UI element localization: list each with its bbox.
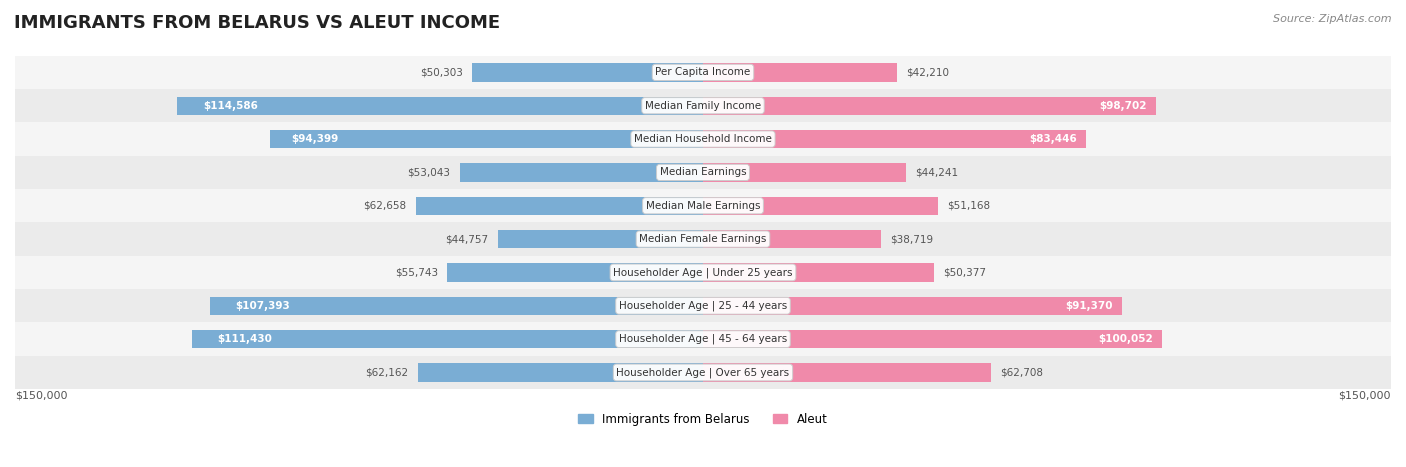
Text: $62,708: $62,708	[1000, 368, 1043, 377]
Text: $107,393: $107,393	[235, 301, 290, 311]
Text: Source: ZipAtlas.com: Source: ZipAtlas.com	[1274, 14, 1392, 24]
Bar	[15, 356, 1391, 389]
Bar	[15, 122, 1391, 156]
Text: Median Household Income: Median Household Income	[634, 134, 772, 144]
Text: Median Earnings: Median Earnings	[659, 167, 747, 177]
Bar	[703, 297, 1122, 315]
Text: $100,052: $100,052	[1098, 334, 1153, 344]
Bar	[191, 330, 703, 348]
Bar	[15, 156, 1391, 189]
Text: Householder Age | Over 65 years: Householder Age | Over 65 years	[616, 367, 790, 378]
Text: $111,430: $111,430	[218, 334, 273, 344]
Text: $94,399: $94,399	[291, 134, 339, 144]
Bar	[15, 322, 1391, 356]
Text: $44,241: $44,241	[915, 167, 959, 177]
Bar	[460, 163, 703, 182]
Text: $51,168: $51,168	[946, 201, 990, 211]
Text: $42,210: $42,210	[905, 67, 949, 78]
Text: Householder Age | Under 25 years: Householder Age | Under 25 years	[613, 267, 793, 278]
Text: $53,043: $53,043	[408, 167, 450, 177]
Bar	[498, 230, 703, 248]
Bar	[15, 56, 1391, 89]
Bar	[15, 222, 1391, 256]
Bar	[703, 97, 1156, 115]
Legend: Immigrants from Belarus, Aleut: Immigrants from Belarus, Aleut	[574, 408, 832, 431]
Bar	[15, 89, 1391, 122]
Text: Householder Age | 45 - 64 years: Householder Age | 45 - 64 years	[619, 334, 787, 344]
Bar	[703, 197, 938, 215]
Bar	[703, 363, 991, 382]
Text: $62,658: $62,658	[363, 201, 406, 211]
Bar	[703, 130, 1085, 148]
Text: $91,370: $91,370	[1066, 301, 1114, 311]
Text: $50,303: $50,303	[420, 67, 463, 78]
Bar	[703, 330, 1161, 348]
Text: $50,377: $50,377	[943, 268, 986, 277]
Text: Householder Age | 25 - 44 years: Householder Age | 25 - 44 years	[619, 301, 787, 311]
Bar	[15, 289, 1391, 322]
Bar	[418, 363, 703, 382]
Bar	[472, 63, 703, 82]
Bar	[15, 256, 1391, 289]
Bar	[270, 130, 703, 148]
Bar	[703, 230, 880, 248]
Bar	[416, 197, 703, 215]
Text: $83,446: $83,446	[1029, 134, 1077, 144]
Bar	[211, 297, 703, 315]
Text: Per Capita Income: Per Capita Income	[655, 67, 751, 78]
Text: IMMIGRANTS FROM BELARUS VS ALEUT INCOME: IMMIGRANTS FROM BELARUS VS ALEUT INCOME	[14, 14, 501, 32]
Text: $62,162: $62,162	[366, 368, 409, 377]
Bar	[447, 263, 703, 282]
Text: Median Female Earnings: Median Female Earnings	[640, 234, 766, 244]
Text: $44,757: $44,757	[446, 234, 488, 244]
Text: $55,743: $55,743	[395, 268, 439, 277]
Bar	[177, 97, 703, 115]
Bar	[15, 189, 1391, 222]
Text: $150,000: $150,000	[15, 391, 67, 401]
Text: $114,586: $114,586	[204, 101, 259, 111]
Text: Median Family Income: Median Family Income	[645, 101, 761, 111]
Text: $150,000: $150,000	[1339, 391, 1391, 401]
Text: Median Male Earnings: Median Male Earnings	[645, 201, 761, 211]
Bar	[703, 163, 905, 182]
Bar	[703, 63, 897, 82]
Text: $98,702: $98,702	[1099, 101, 1146, 111]
Text: $38,719: $38,719	[890, 234, 934, 244]
Bar	[703, 263, 934, 282]
